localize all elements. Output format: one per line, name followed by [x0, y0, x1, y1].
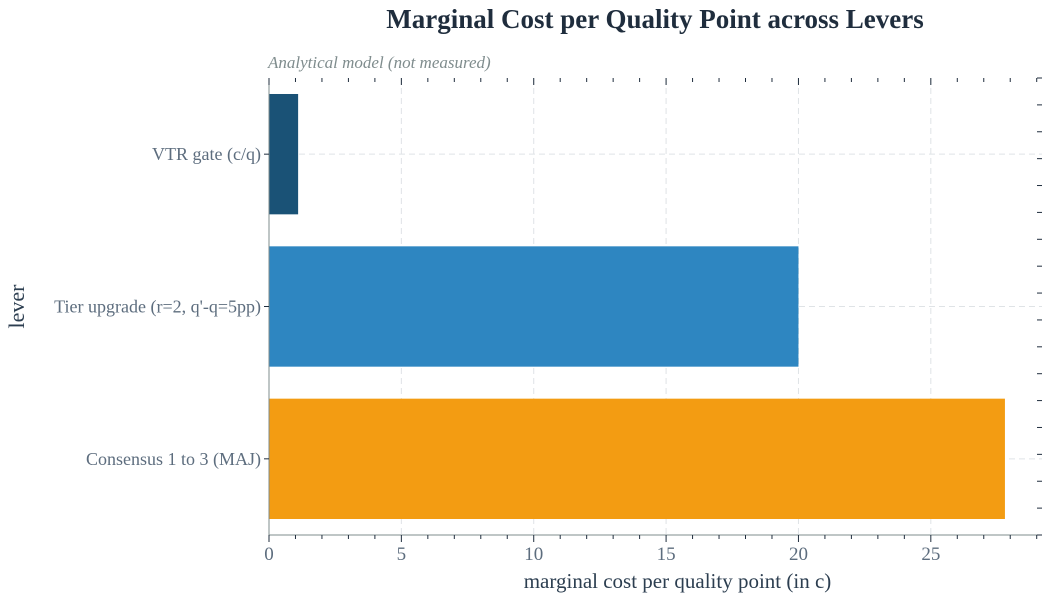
- x-axis-label: marginal cost per quality point (in c): [524, 569, 832, 593]
- x-tick-label: 25: [921, 544, 940, 565]
- chart-title: Marginal Cost per Quality Point across L…: [386, 4, 924, 34]
- y-axis-label: lever: [4, 284, 29, 329]
- bar: [269, 398, 1005, 520]
- y-tick-label: Tier upgrade (r=2, q'-q=5pp): [54, 297, 261, 318]
- x-tick-label: 5: [397, 544, 407, 565]
- bar: [269, 93, 299, 215]
- y-tick-label: Consensus 1 to 3 (MAJ): [86, 449, 261, 470]
- x-tick-label: 20: [789, 544, 808, 565]
- x-tick-label: 15: [657, 544, 676, 565]
- y-tick-label: VTR gate (c/q): [152, 144, 261, 165]
- x-tick-label: 0: [264, 544, 274, 565]
- x-tick-label: 10: [524, 544, 543, 565]
- chart-subtitle: Analytical model (not measured): [268, 53, 491, 72]
- bar: [269, 246, 799, 367]
